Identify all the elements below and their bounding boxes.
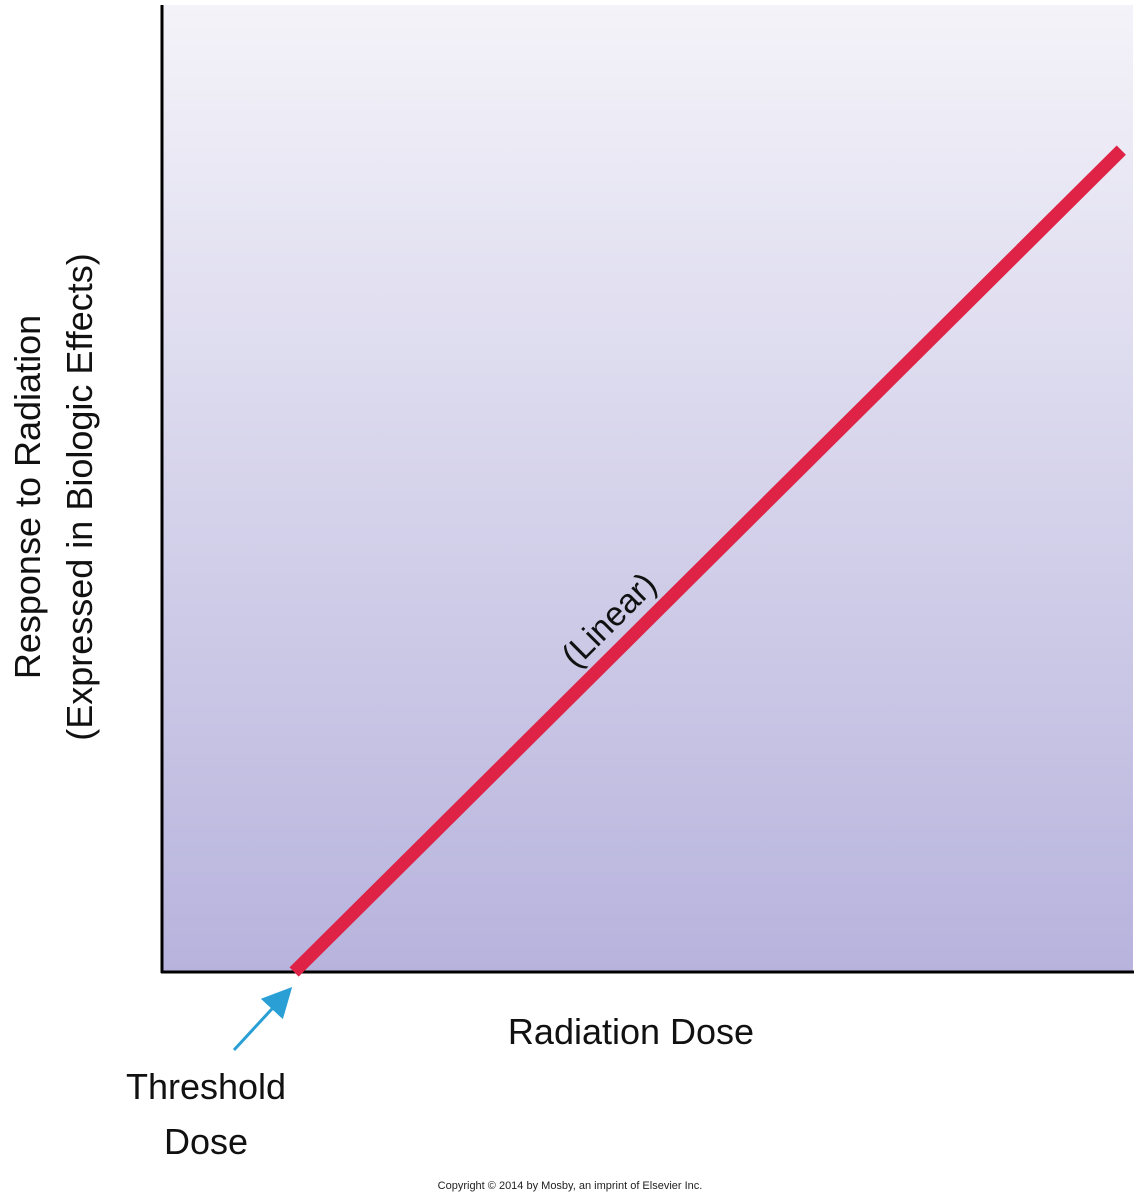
threshold-label-line-1: Threshold <box>126 1066 286 1107</box>
x-axis-label: Radiation Dose <box>508 1011 754 1052</box>
threshold-label-line-2: Dose <box>164 1121 248 1162</box>
copyright-text: Copyright © 2014 by Mosby, an imprint of… <box>437 1180 703 1192</box>
threshold-arrow <box>232 986 293 1052</box>
y-axis-label-line-2: (Expressed in Biologic Effects) <box>59 253 100 741</box>
series-layer <box>289 145 1126 977</box>
plot-area <box>162 5 1133 972</box>
series-line-0 <box>289 145 1126 977</box>
y-axis-label-line-1: Response to Radiation <box>7 315 48 679</box>
